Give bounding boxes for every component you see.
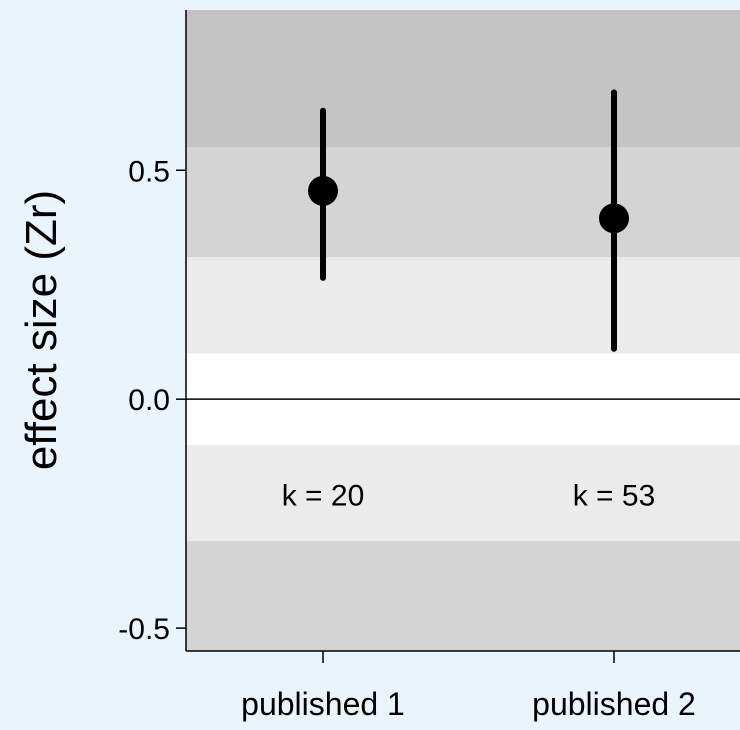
x-axis-ticks: published 1 published 2 bbox=[241, 651, 696, 722]
band-0 bbox=[186, 10, 740, 148]
y-axis-ticks: -0.5 0.0 0.5 bbox=[118, 155, 186, 646]
estimate-point-1 bbox=[308, 175, 338, 206]
band-1 bbox=[186, 147, 740, 258]
band-2 bbox=[186, 257, 740, 354]
effect-size-bands bbox=[186, 10, 740, 651]
band-5 bbox=[186, 541, 740, 651]
x-tick-label: published 2 bbox=[532, 686, 696, 722]
y-tick-label: 0.5 bbox=[128, 155, 170, 188]
y-axis-label: effect size (Zr) bbox=[17, 190, 66, 470]
y-tick-label: 0.0 bbox=[128, 384, 170, 417]
band-4 bbox=[186, 444, 740, 542]
x-tick-label: published 1 bbox=[241, 686, 405, 722]
k-label-2: k = 53 bbox=[573, 479, 656, 512]
y-tick-label: -0.5 bbox=[118, 613, 170, 646]
estimate-marks bbox=[186, 89, 740, 652]
k-label-1: k = 20 bbox=[282, 479, 365, 512]
k-labels: k = 20 k = 53 bbox=[282, 479, 656, 512]
estimate-point-2 bbox=[599, 203, 629, 234]
